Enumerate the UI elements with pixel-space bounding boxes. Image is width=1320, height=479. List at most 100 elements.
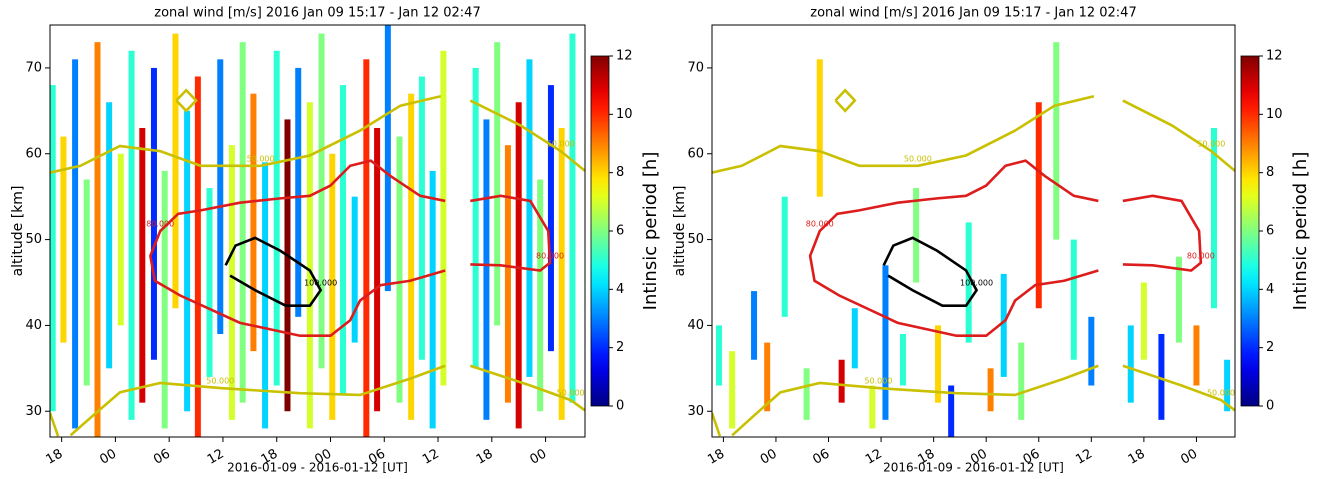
streak [965,222,972,343]
colorbar-tick-label: 6 [616,224,624,239]
streak [429,170,436,429]
streak [363,59,370,437]
colorbar [590,55,610,407]
colorbar-tick-label: 0 [616,399,624,414]
colorbar-tick-label: 10 [1266,107,1283,122]
streak [1193,325,1200,386]
contour-line [834,88,857,113]
colorbar-tick-label: 2 [616,340,624,355]
contour-line [149,159,446,338]
y-tick-label: 40 [25,318,42,333]
streak [60,136,67,343]
streak [128,50,135,420]
streak [83,179,90,386]
streak [284,119,291,412]
x-tick-label: 00 [968,447,990,468]
streak [1158,334,1165,420]
contour-label: 80.000 [806,220,834,229]
streak [306,102,313,429]
y-tick-label: 60 [25,146,42,161]
axes-frame [49,24,586,438]
streak [882,265,889,420]
contour-label: 50.000 [904,154,932,163]
contour-line [50,412,60,437]
streak [504,145,511,403]
streak [440,50,447,386]
streak [329,153,336,420]
x-tick-label: 18 [44,447,66,468]
contour-label: 50.000 [1197,140,1225,149]
contour-line [50,94,442,174]
y-tick-label: 40 [687,318,704,333]
streak [716,325,723,386]
contour-line [1122,99,1235,172]
streak [351,196,358,343]
y-tick-label: 50 [687,232,704,247]
contour-line [1122,364,1235,412]
x-tick-label: 12 [420,447,442,468]
streak [526,59,533,377]
colorbar-tick-label: 6 [1266,224,1274,239]
contour-label: 50.000 [557,389,585,398]
streak [273,50,280,386]
contour-line [69,364,446,437]
streak [250,93,257,352]
contour-label: 50.000 [1207,389,1235,398]
x-tick-label: 06 [151,447,173,468]
colorbar-label: Intinsic period [h] [1290,152,1311,311]
streak [751,291,758,360]
streak [139,128,146,403]
streak [851,308,858,369]
streak [729,351,736,429]
streak [569,33,576,403]
streak [781,196,788,317]
contour-line [1122,194,1203,272]
streak [1224,359,1231,412]
streak [117,153,124,326]
contour-label: 50.000 [547,140,575,149]
contour-label: 80.000 [146,220,174,229]
streak [94,42,101,437]
streak [106,102,113,369]
x-axis-label: 2016-01-09 - 2016-01-12 [UT] [227,461,408,475]
streak [558,128,565,420]
streak [1127,325,1134,403]
x-tick-label: 18 [705,447,727,468]
streak [418,76,425,360]
contour-label: 50.000 [864,377,892,386]
streak [987,368,994,412]
x-tick-label: 18 [916,447,938,468]
colorbar [1240,55,1260,407]
x-tick-label: 18 [1126,447,1148,468]
streak [295,67,302,317]
x-tick-label: 06 [1021,447,1043,468]
plot-area: 80.000 80.000 100.000 50.000 50.000 50.000 50.… [712,42,1235,437]
contour-label: 100.000 [960,279,993,288]
streak [217,59,224,334]
streak [547,85,554,352]
y-tick-label: 30 [687,404,704,419]
streak [935,325,942,403]
x-tick-label: 00 [527,447,549,468]
streak [194,76,201,437]
streak [1088,316,1095,386]
streak [494,42,501,326]
y-tick-label: 70 [687,60,704,75]
contour-label: 80.000 [536,251,564,260]
colorbar-tick-label: 10 [616,107,633,122]
streak [515,102,522,429]
streak [537,179,544,412]
streak [1140,282,1147,360]
streak [206,188,213,377]
contour-line [175,88,198,113]
y-tick-label: 30 [25,404,42,419]
colorbar-tick-label: 12 [616,49,633,64]
streak [340,85,347,395]
streak [384,25,391,292]
streak [869,385,876,429]
streak [472,67,479,369]
colorbar-tick-label: 4 [1266,282,1274,297]
streak [803,368,810,420]
streak [1018,342,1025,420]
streak [1000,273,1007,377]
